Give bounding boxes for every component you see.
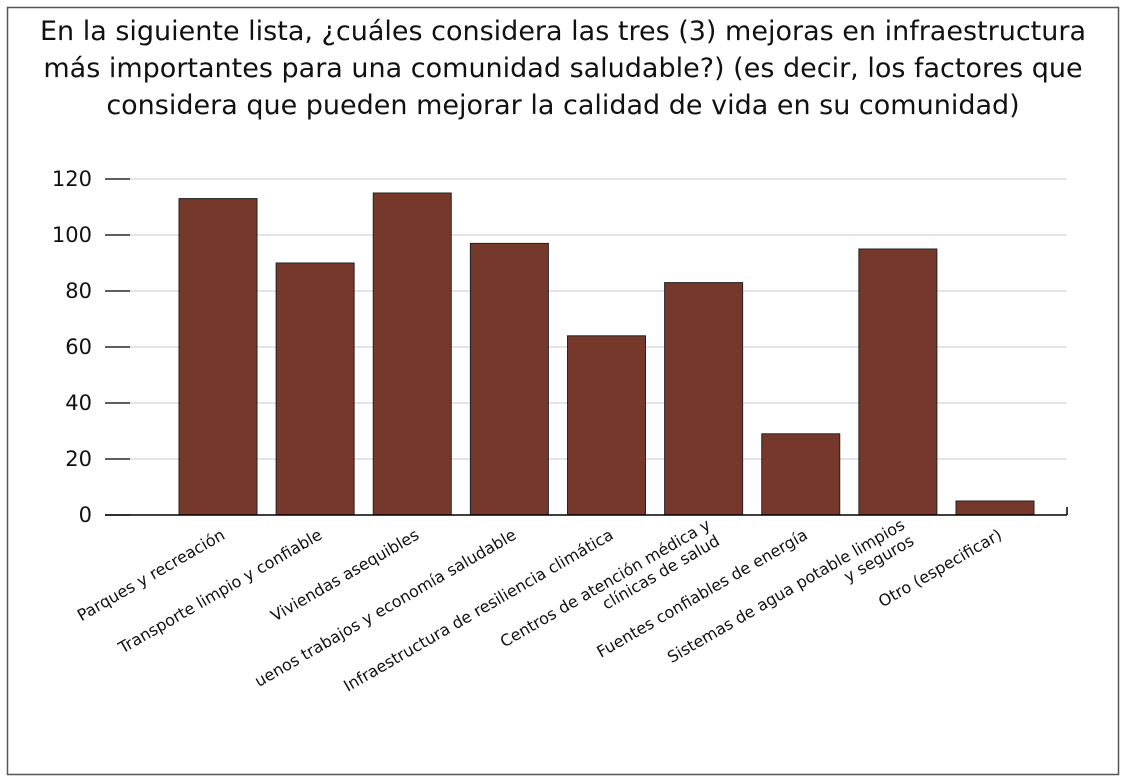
y-tick-label: 120 <box>52 167 92 191</box>
chart-title: considera que pueden mejorar la calidad … <box>106 90 1019 121</box>
y-tick-label: 40 <box>65 391 92 415</box>
bar <box>664 282 744 516</box>
bar <box>761 433 841 516</box>
chart-title: En la siguiente lista, ¿cuáles considera… <box>40 16 1086 47</box>
y-tick-label: 80 <box>65 279 92 303</box>
y-tick-label: 100 <box>52 223 92 247</box>
bar <box>275 262 355 516</box>
y-tick-label: 0 <box>79 503 92 527</box>
bar <box>178 198 258 516</box>
bar <box>372 192 452 516</box>
frame <box>6 6 1120 776</box>
bar <box>858 248 938 516</box>
bar <box>567 335 646 516</box>
y-tick-label: 20 <box>65 447 92 471</box>
chart-title: más importantes para una comunidad salud… <box>43 53 1082 84</box>
bar <box>469 242 549 516</box>
bar <box>955 500 1035 516</box>
y-tick-label: 60 <box>65 335 92 359</box>
